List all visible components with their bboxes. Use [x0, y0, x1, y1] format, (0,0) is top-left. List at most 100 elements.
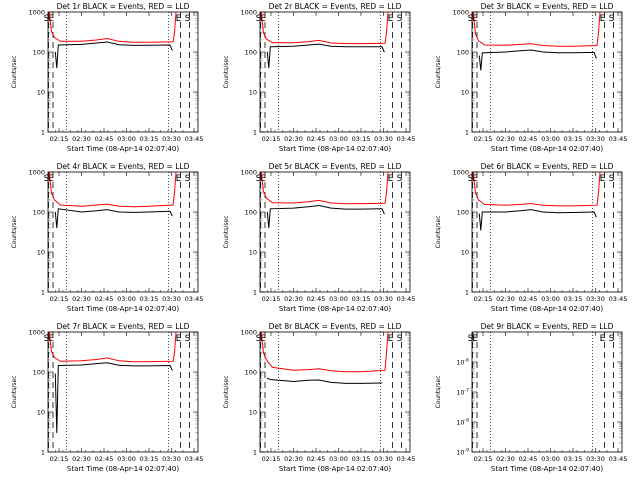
data-point-lld [308, 41, 309, 42]
marker-label-S: S [468, 334, 474, 344]
marker-label-S: S [256, 14, 262, 24]
data-point-events [106, 41, 108, 43]
x-tick-label: 02:45 [95, 295, 114, 303]
data-point-events [330, 45, 332, 47]
plot-frame [471, 11, 623, 133]
marker-label-S: S [185, 334, 191, 344]
data-point-events [572, 52, 574, 54]
data-point-events [54, 51, 56, 53]
data-point-lld [51, 350, 52, 352]
y-tick-label: 10 [249, 89, 257, 97]
x-tick-label: 03:45 [185, 135, 204, 143]
data-point-events [345, 208, 347, 210]
series-line-events [54, 41, 173, 68]
data-point-lld [387, 171, 389, 173]
data-point-lld [386, 352, 387, 354]
x-tick-label: 03:15 [140, 295, 159, 303]
y-tick-label: 100 [245, 209, 257, 217]
y-tick-label: 100 [33, 369, 45, 377]
marker-label-E: E [48, 14, 54, 24]
data-point-lld [96, 39, 97, 41]
chart-panel-4: Det 4r BLACK = Events, RED = LLD Counts/s… [11, 162, 203, 313]
x-tick-label: 03:00 [117, 135, 136, 143]
data-point-lld [148, 205, 150, 207]
data-point-lld [106, 38, 108, 39]
x-tick-label: 03:15 [564, 295, 583, 303]
data-point-events [542, 211, 544, 213]
data-point-events [557, 212, 559, 214]
data-point-events [133, 212, 135, 213]
data-point-lld [330, 370, 332, 372]
data-point-events [505, 211, 506, 213]
data-point-lld [54, 37, 55, 38]
data-point-lld [484, 44, 485, 46]
marker-label-S: S [44, 14, 50, 24]
data-point-lld [530, 203, 532, 205]
data-point-lld [318, 40, 320, 41]
marker-label-E: E [48, 174, 54, 184]
data-point-lld [51, 192, 52, 194]
y-tick-label: 10 [249, 409, 257, 417]
data-point-lld [272, 42, 273, 44]
data-point-lld [48, 171, 50, 173]
x-tick-label: 02:30 [284, 295, 303, 303]
y-tick-label: 1000 [240, 9, 257, 17]
data-point-events [478, 55, 480, 57]
data-point-lld [54, 357, 55, 358]
y-tick-label: 1 [41, 289, 45, 297]
x-tick-label: 02:30 [72, 455, 91, 463]
y-tick-label: 1 [253, 129, 257, 137]
data-point-events [593, 211, 595, 213]
data-point-events [360, 208, 362, 210]
data-point-lld [572, 45, 574, 47]
data-point-lld [345, 43, 347, 44]
x-tick-label: 02:15 [262, 135, 281, 143]
data-point-lld [345, 371, 347, 373]
plot-frame [47, 171, 199, 293]
y-tick-label: 1000 [28, 329, 45, 337]
y-tick-label: 1 [253, 449, 257, 457]
marker-label-E: E [600, 174, 606, 184]
data-point-lld [542, 204, 544, 206]
data-point-events [96, 363, 97, 364]
plot-frame [259, 11, 411, 133]
y-tick-label: 1000 [28, 169, 45, 177]
x-tick-label: 02:15 [50, 135, 69, 143]
marker-label-S: S [185, 14, 191, 24]
plot-frame [259, 171, 411, 293]
data-point-lld [133, 41, 135, 43]
data-point-events [557, 52, 559, 54]
data-point-lld [384, 202, 386, 204]
data-point-events [268, 227, 270, 229]
marker-label-E: E [260, 174, 266, 184]
data-point-events [54, 211, 56, 213]
y-tick-label: 10 [37, 249, 45, 257]
y-tick-label: 1000 [452, 169, 469, 177]
x-tick-label: 03:30 [162, 135, 181, 143]
data-point-events [148, 44, 150, 46]
x-tick-label: 03:00 [329, 455, 348, 463]
series-line-lld [472, 11, 601, 47]
data-point-events [293, 381, 294, 382]
data-point-events [56, 432, 58, 434]
data-point-lld [478, 199, 479, 201]
x-tick-label: 03:30 [586, 135, 605, 143]
data-point-lld [475, 33, 476, 35]
x-tick-label: 03:45 [609, 455, 628, 463]
marker-label-S: S [609, 174, 615, 184]
data-point-events [118, 211, 120, 213]
data-point-events [478, 213, 480, 215]
series-line-events [54, 208, 173, 228]
series-line-events [478, 209, 597, 231]
marker-label-S: S [468, 14, 474, 24]
data-point-events [169, 44, 171, 46]
data-point-events [480, 229, 482, 231]
data-point-events [269, 208, 271, 210]
data-point-lld [51, 30, 52, 32]
data-point-lld [360, 43, 362, 44]
data-point-lld [386, 192, 387, 194]
marker-label-S: S [609, 14, 615, 24]
x-tick-label: 03:00 [329, 295, 348, 303]
y-tick-label: 1000 [240, 169, 257, 177]
y-tick-label: 10 [37, 409, 45, 417]
